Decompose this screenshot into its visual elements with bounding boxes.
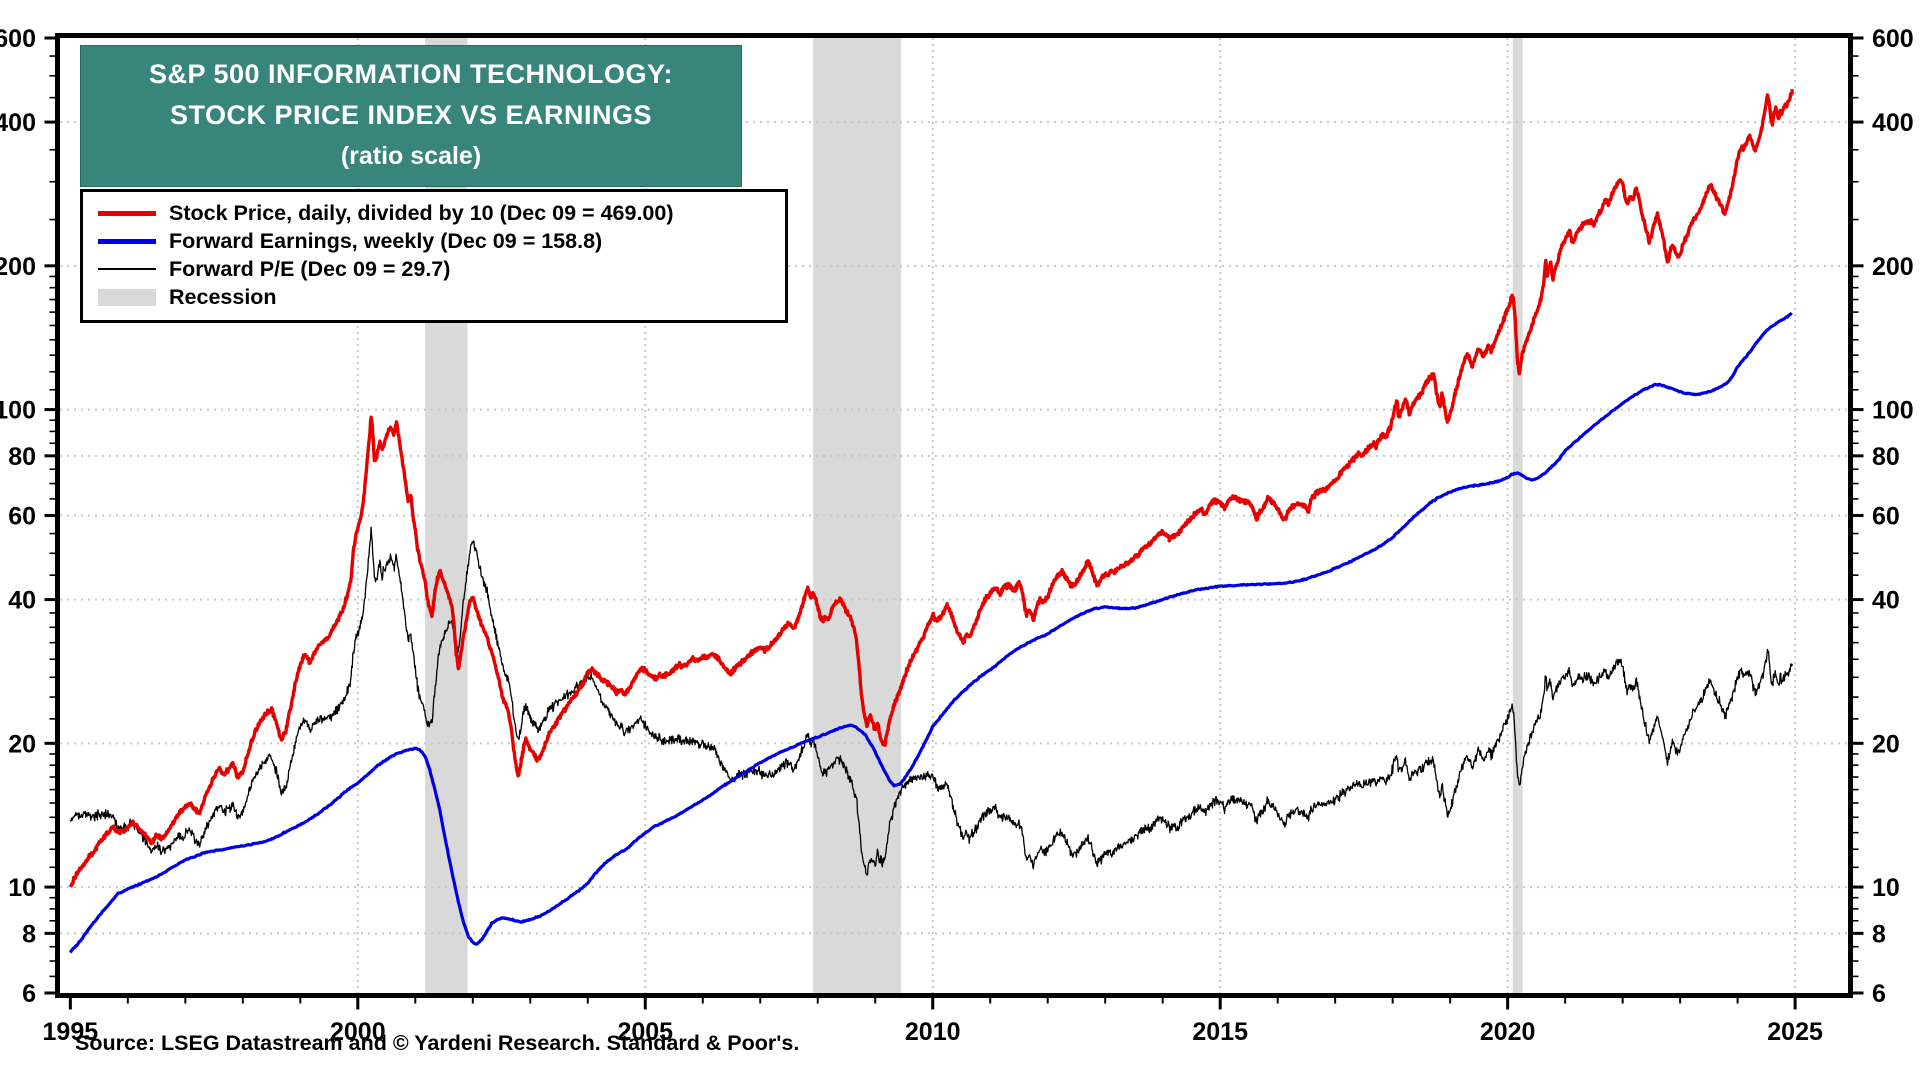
y-axis-label-right: 10 bbox=[1872, 874, 1900, 902]
y-axis-label-left: 600 bbox=[0, 25, 36, 53]
y-axis-label-left: 10 bbox=[8, 874, 36, 902]
legend: Stock Price, daily, divided by 10 (Dec 0… bbox=[80, 189, 788, 323]
y-axis-label-left: 100 bbox=[0, 397, 36, 425]
y-axis-label-left: 80 bbox=[8, 443, 36, 471]
stock-price-line-swatch bbox=[98, 210, 156, 216]
y-axis-label-right: 8 bbox=[1872, 920, 1886, 948]
y-axis-label-left: 20 bbox=[8, 730, 36, 758]
legend-label-forward-earnings: Forward Earnings, weekly (Dec 09 = 158.8… bbox=[169, 228, 603, 253]
stock-price-line bbox=[68, 89, 1794, 888]
x-axis-label: 1995 bbox=[43, 1018, 99, 1046]
y-axis-label-right: 600 bbox=[1872, 25, 1914, 53]
y-axis-label-right: 40 bbox=[1872, 587, 1900, 615]
y-axis-label-right: 20 bbox=[1872, 730, 1900, 758]
forward-pe-line bbox=[69, 526, 1793, 876]
y-axis-label-right: 200 bbox=[1872, 253, 1914, 281]
chart-title-line1: S&P 500 INFORMATION TECHNOLOGY: bbox=[148, 59, 674, 89]
y-axis-label-right: 400 bbox=[1872, 109, 1914, 137]
chart-subtitle: (ratio scale) bbox=[340, 142, 482, 170]
x-axis-label: 2005 bbox=[617, 1018, 673, 1046]
recession-box-swatch bbox=[98, 288, 156, 306]
legend-label-forward-pe: Forward P/E (Dec 09 = 29.7) bbox=[169, 256, 451, 281]
forward-pe-line-swatch bbox=[98, 268, 156, 270]
chart-title-line2: STOCK PRICE INDEX VS EARNINGS bbox=[169, 100, 653, 130]
forward-earnings-line-swatch bbox=[98, 238, 156, 244]
legend-item-stock-price: Stock Price, daily, divided by 10 (Dec 0… bbox=[83, 199, 785, 227]
x-axis-label: 2015 bbox=[1192, 1018, 1248, 1046]
y-axis-label-left: 6 bbox=[22, 980, 36, 1008]
y-axis-label-right: 60 bbox=[1872, 503, 1900, 531]
source-note: Source: LSEG Datastream and © Yardeni Re… bbox=[75, 1031, 800, 1055]
legend-item-recession: Recession bbox=[83, 283, 785, 311]
y-axis-label-right: 6 bbox=[1872, 980, 1886, 1008]
y-axis-label-left: 400 bbox=[0, 109, 36, 137]
y-axis-label-left: 60 bbox=[8, 503, 36, 531]
forward-earnings-line bbox=[68, 311, 1793, 954]
legend-label-recession: Recession bbox=[169, 284, 277, 309]
y-axis-label-left: 40 bbox=[8, 587, 36, 615]
y-axis-label-right: 100 bbox=[1872, 397, 1914, 425]
legend-item-forward-earnings: Forward Earnings, weekly (Dec 09 = 158.8… bbox=[83, 227, 785, 255]
y-axis-label-right: 80 bbox=[1872, 443, 1900, 471]
legend-label-stock-price: Stock Price, daily, divided by 10 (Dec 0… bbox=[169, 200, 674, 225]
x-axis-label: 2025 bbox=[1767, 1018, 1823, 1046]
y-axis-label-left: 200 bbox=[0, 253, 36, 281]
x-axis-label: 2010 bbox=[905, 1018, 961, 1046]
x-axis-label: 2000 bbox=[330, 1018, 386, 1046]
legend-item-forward-pe: Forward P/E (Dec 09 = 29.7) bbox=[83, 255, 785, 283]
y-axis-label-left: 8 bbox=[22, 920, 36, 948]
x-axis-label: 2020 bbox=[1480, 1018, 1536, 1046]
chart-title-box: S&P 500 INFORMATION TECHNOLOGY: STOCK PR… bbox=[80, 45, 742, 187]
